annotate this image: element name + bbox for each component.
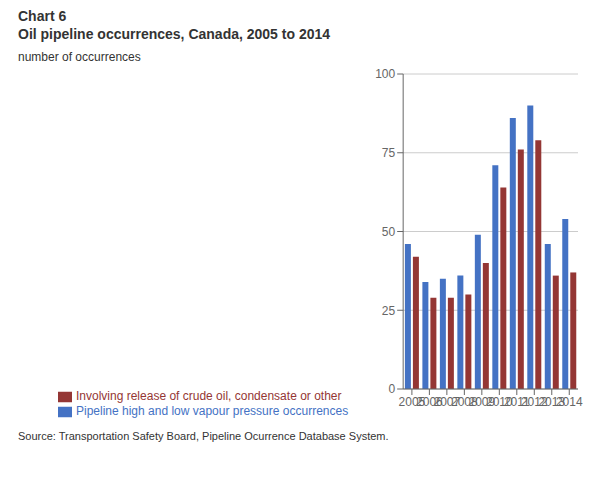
svg-text:2007: 2007 (433, 394, 461, 409)
html-text:Pipeline high and low vapour p: Pipeline high and low vapour pressure oc… (76, 404, 349, 419)
svg-text:2014: 2014 (556, 395, 583, 409)
svg-text:75: 75 (382, 146, 396, 160)
html-text:number of occurrences: number of occurrences (18, 50, 141, 64)
svg-text:2006: 2006 (416, 394, 443, 409)
svg-text:100: 100 (375, 67, 395, 81)
html-text:Chart 6: Chart 6 (18, 8, 67, 24)
svg-text:2008: 2008 (451, 394, 478, 409)
html-text:Source: Transportation Safety: Source: Transportation Safety Board, Pip… (18, 430, 389, 442)
svg-text:50: 50 (382, 225, 396, 239)
svg-text:2011: 2011 (503, 394, 530, 409)
svg-text:2013: 2013 (538, 394, 566, 409)
html-text:Oil pipeline occurrences, Cana: Oil pipeline occurrences, Canada, 2005 t… (18, 26, 330, 42)
svg-text:2009: 2009 (468, 394, 496, 409)
svg-text:2005: 2005 (398, 394, 426, 409)
svg-text:2010: 2010 (486, 394, 513, 409)
svg-text:2012: 2012 (520, 394, 548, 409)
svg-text:25: 25 (382, 304, 396, 318)
html-text:Involving release of crude oil: Involving release of crude oil, condensa… (76, 389, 342, 404)
svg-text:0: 0 (388, 382, 395, 396)
